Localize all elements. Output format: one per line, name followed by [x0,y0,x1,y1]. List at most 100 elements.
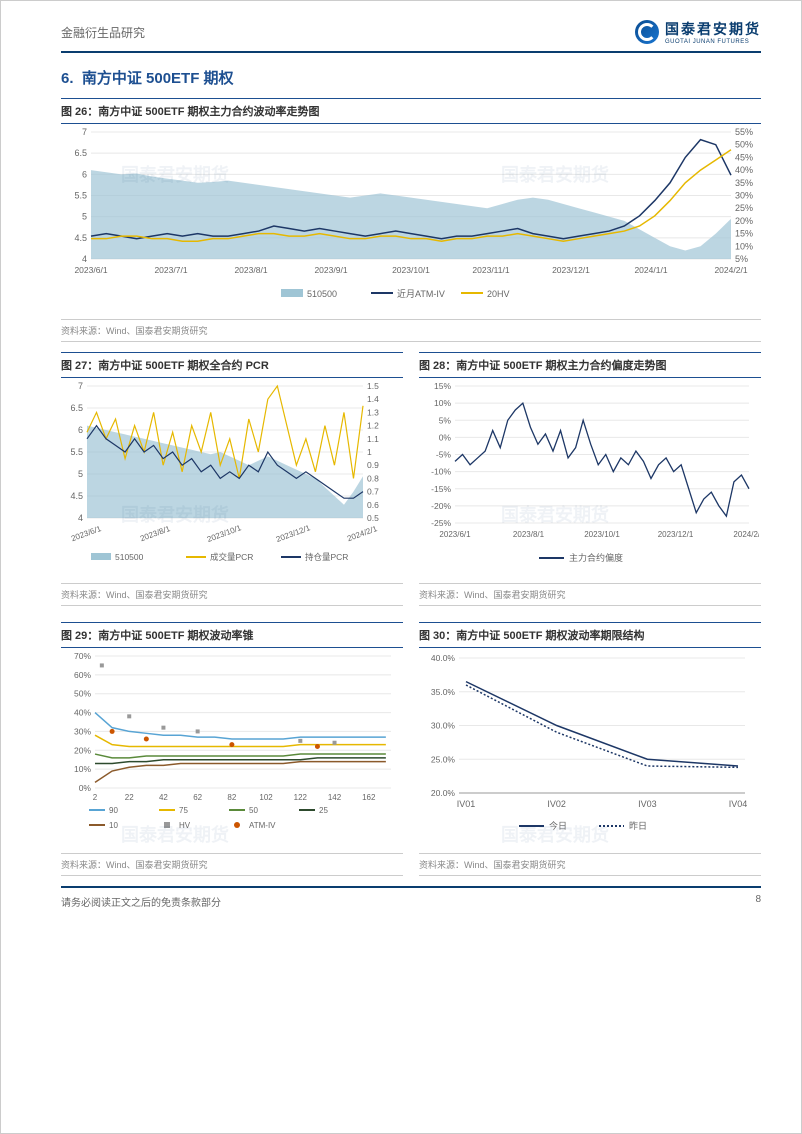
svg-text:35.0%: 35.0% [431,687,456,697]
svg-text:0.9: 0.9 [367,460,379,470]
svg-text:0.7: 0.7 [367,487,379,497]
svg-text:2023/12/1: 2023/12/1 [658,530,694,539]
svg-text:90: 90 [109,806,118,815]
svg-text:2023/10/1: 2023/10/1 [392,265,430,275]
section-title: 6. 南方中证 500ETF 期权 [1,53,801,98]
svg-text:HV: HV [179,821,191,830]
svg-text:近月ATM-IV: 近月ATM-IV [397,288,445,299]
svg-text:2024/1/1: 2024/1/1 [634,265,667,275]
footer-disclaimer: 请务必阅读正文之后的免责条款部分 [61,894,221,909]
svg-text:主力合约偏度: 主力合约偏度 [569,552,623,563]
svg-text:2023/8/1: 2023/8/1 [139,524,172,543]
svg-text:2023/6/1: 2023/6/1 [439,530,471,539]
svg-text:10%: 10% [74,764,91,774]
svg-text:0.8: 0.8 [367,473,379,483]
svg-text:1.2: 1.2 [367,421,379,431]
svg-text:成交量PCR: 成交量PCR [210,552,253,562]
svg-text:40%: 40% [735,165,753,175]
svg-text:6: 6 [82,169,87,179]
svg-text:持仓量PCR: 持仓量PCR [305,552,348,562]
svg-text:510500: 510500 [115,552,144,562]
svg-text:22: 22 [125,793,134,802]
svg-text:122: 122 [294,793,308,802]
chart28: -25%-20%-15%-10%-5%0%5%10%15%2023/6/1202… [419,378,761,583]
chart27: 44.555.566.570.50.60.70.80.911.11.21.31.… [61,378,403,583]
svg-text:2023/6/1: 2023/6/1 [70,524,103,543]
chart28-title: 图 28：南方中证 500ETF 期权主力合约偏度走势图 [419,352,761,378]
svg-text:2023/8/1: 2023/8/1 [513,530,545,539]
svg-text:142: 142 [328,793,342,802]
svg-text:4: 4 [78,513,83,523]
logo-icon [635,20,659,44]
svg-text:-5%: -5% [436,450,452,460]
svg-text:20.0%: 20.0% [431,788,456,798]
svg-text:5: 5 [78,469,83,479]
svg-text:20%: 20% [735,216,753,226]
svg-text:IV04: IV04 [729,799,748,809]
chart29: 0%10%20%30%40%50%60%70%22242628210212214… [61,648,403,853]
chart30-title: 图 30：南方中证 500ETF 期权波动率期限结构 [419,622,761,648]
svg-text:0.6: 0.6 [367,500,379,510]
svg-text:75: 75 [179,806,188,815]
brand-logo: 国泰君安期货 GUOTAI JUNAN FUTURES [635,19,761,45]
svg-text:70%: 70% [74,651,91,661]
svg-text:2023/7/1: 2023/7/1 [154,265,187,275]
svg-text:2023/10/1: 2023/10/1 [584,530,620,539]
svg-text:2023/8/1: 2023/8/1 [234,265,267,275]
svg-text:162: 162 [362,793,376,802]
svg-text:45%: 45% [735,152,753,162]
svg-text:4.5: 4.5 [70,491,83,501]
svg-text:20%: 20% [74,745,91,755]
svg-text:25: 25 [319,806,328,815]
svg-text:-15%: -15% [431,484,451,494]
chart30-source: 资料来源：Wind、国泰君安期货研究 [419,853,761,876]
chart27-title: 图 27：南方中证 500ETF 期权全合约 PCR [61,352,403,378]
svg-text:510500: 510500 [307,289,337,299]
page-number: 8 [755,894,761,909]
svg-text:2024/2/1: 2024/2/1 [346,524,379,543]
svg-text:5%: 5% [735,254,748,264]
svg-text:62: 62 [193,793,202,802]
svg-text:4.5: 4.5 [74,233,87,243]
svg-text:50%: 50% [735,140,753,150]
svg-text:2023/12/1: 2023/12/1 [552,265,590,275]
svg-text:5.5: 5.5 [70,447,83,457]
svg-text:40.0%: 40.0% [431,653,456,663]
chart29-title: 图 29：南方中证 500ETF 期权波动率锥 [61,622,403,648]
svg-text:5.5: 5.5 [74,191,87,201]
svg-text:1.1: 1.1 [367,434,379,444]
brand-cn: 国泰君安期货 [665,19,761,39]
svg-text:5%: 5% [439,415,452,425]
svg-text:2023/11/1: 2023/11/1 [472,265,509,275]
svg-text:50: 50 [249,806,258,815]
brand-en: GUOTAI JUNAN FUTURES [665,39,761,45]
svg-text:30%: 30% [74,726,91,736]
chart26: 44.555.566.575%10%15%20%25%30%35%40%45%5… [61,124,761,319]
svg-text:2023/9/1: 2023/9/1 [314,265,347,275]
svg-text:4: 4 [82,254,87,264]
svg-text:102: 102 [259,793,273,802]
svg-text:40%: 40% [74,708,91,718]
svg-text:20HV: 20HV [487,289,510,299]
svg-text:10: 10 [109,821,118,830]
svg-text:6.5: 6.5 [70,403,83,413]
chart28-source: 资料来源：Wind、国泰君安期货研究 [419,583,761,606]
svg-text:2024/2/1: 2024/2/1 [714,265,747,275]
svg-text:-20%: -20% [431,501,451,511]
svg-text:10%: 10% [735,241,753,251]
svg-text:2023/6/1: 2023/6/1 [74,265,107,275]
svg-text:IV01: IV01 [457,799,476,809]
svg-text:0.5: 0.5 [367,513,379,523]
svg-text:6: 6 [78,425,83,435]
svg-text:2: 2 [93,793,98,802]
svg-text:1.5: 1.5 [367,381,379,391]
svg-text:-10%: -10% [431,467,451,477]
svg-text:50%: 50% [74,689,91,699]
svg-text:IV03: IV03 [638,799,657,809]
svg-text:82: 82 [227,793,236,802]
svg-text:6.5: 6.5 [74,148,87,158]
svg-text:55%: 55% [735,127,753,137]
svg-text:5: 5 [82,212,87,222]
svg-text:30.0%: 30.0% [431,721,456,731]
svg-text:今日: 今日 [549,820,567,831]
